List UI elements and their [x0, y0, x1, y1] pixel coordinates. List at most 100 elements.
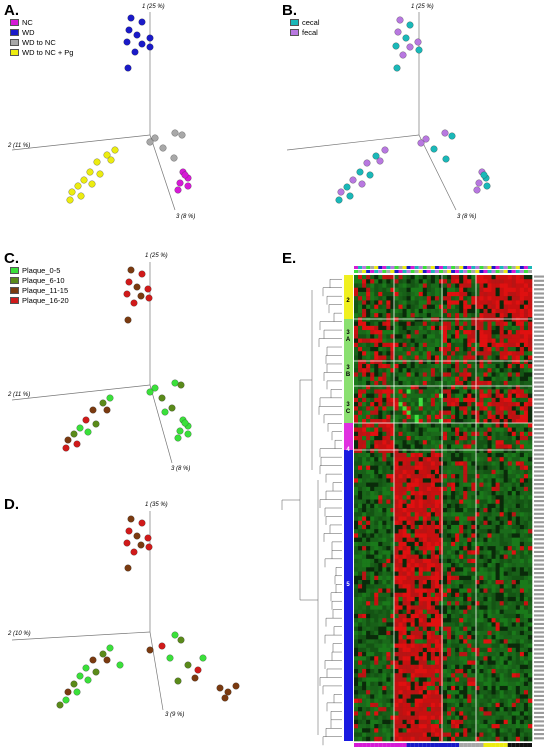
- heatmap-cell: [483, 601, 488, 606]
- heatmap-cell: [422, 584, 428, 589]
- heatmap-cell: [451, 397, 456, 403]
- heatmap-cell: [511, 321, 517, 327]
- heatmap-cell: [515, 355, 521, 361]
- heatmap-cell: [467, 605, 472, 610]
- heatmap-cell: [354, 385, 359, 390]
- heatmap-cell: [358, 643, 363, 649]
- heatmap-cell: [362, 296, 367, 301]
- heatmap-cell: [358, 660, 363, 666]
- heatmap-cell: [378, 325, 383, 331]
- heatmap-cell: [515, 465, 521, 471]
- heatmap-cell: [354, 546, 359, 551]
- heatmap-cell: [447, 478, 452, 483]
- heatmap-cell: [386, 508, 391, 513]
- heatmap-cell: [483, 575, 488, 581]
- heatmap-cell: [507, 279, 513, 284]
- heatmap-cell: [406, 334, 411, 339]
- heatmap-cell: [398, 588, 403, 594]
- heatmap-cell: [386, 402, 391, 407]
- heatmap-cell: [378, 423, 383, 428]
- heatmap-cell: [475, 664, 480, 670]
- heatmap-cell: [467, 368, 472, 373]
- heatmap-cell: [418, 393, 424, 399]
- heatmap-cell: [527, 668, 533, 674]
- scatter-point: [123, 38, 131, 46]
- heatmap-cell: [390, 702, 395, 708]
- heatmap-cell: [523, 380, 529, 386]
- heatmap-cell: [398, 503, 403, 509]
- heatmap-cell: [451, 313, 456, 318]
- heatmap-cell: [519, 508, 525, 513]
- heatmap-cell: [475, 423, 480, 428]
- heatmap-cell: [354, 533, 359, 538]
- heatmap-cell: [507, 461, 513, 466]
- heatmap-cell: [487, 461, 492, 466]
- legend-item: Plaque_6-10: [10, 275, 69, 285]
- heatmap-cell: [475, 605, 480, 610]
- heatmap-cell: [390, 516, 395, 522]
- heatmap-cell: [394, 639, 399, 644]
- heatmap-cell: [374, 363, 379, 369]
- heatmap-cell: [475, 541, 480, 547]
- heatmap-cell: [515, 622, 521, 627]
- heatmap-cell: [471, 660, 476, 666]
- heatmap-cell: [511, 558, 517, 564]
- heatmap-cell: [406, 681, 411, 687]
- heatmap-cell: [471, 469, 476, 475]
- scatter-point: [138, 18, 146, 26]
- heatmap-cell: [370, 410, 375, 416]
- heatmap-cell: [519, 317, 525, 322]
- heatmap-cell: [402, 363, 407, 369]
- heatmap-cell: [451, 707, 456, 712]
- heatmap-cell: [495, 355, 500, 361]
- heatmap-cell: [523, 558, 529, 564]
- heatmap-cell: [471, 317, 476, 322]
- heatmap-cell: [471, 541, 476, 547]
- heatmap-cell: [354, 359, 359, 365]
- heatmap-cell: [459, 444, 464, 449]
- heatmap-cell: [394, 690, 399, 695]
- heatmap-cell: [499, 397, 504, 403]
- scatter-point: [70, 430, 78, 438]
- heatmap-cell: [479, 533, 484, 538]
- heatmap-cell: [515, 330, 521, 335]
- heatmap-cell: [362, 584, 367, 589]
- heatmap-cell: [451, 275, 456, 280]
- heatmap-cell: [443, 279, 448, 284]
- heatmap-cell: [390, 338, 395, 344]
- heatmap-cell: [451, 546, 456, 551]
- heatmap-cell: [515, 618, 521, 623]
- heatmap-cell: [463, 275, 468, 280]
- heatmap-cell: [430, 427, 436, 433]
- heatmap-cell: [495, 304, 500, 310]
- heatmap-cell: [483, 719, 488, 725]
- heatmap-cell: [370, 435, 375, 441]
- heatmap-cell: [503, 541, 509, 547]
- heatmap-cell: [523, 580, 529, 585]
- heatmap-cell: [451, 512, 456, 517]
- heatmap-cell: [487, 652, 492, 657]
- heatmap-cell: [394, 338, 399, 344]
- heatmap-cell: [398, 372, 403, 377]
- heatmap-cell: [515, 702, 521, 708]
- axis1-label-a: 1 (25 %): [142, 4, 165, 10]
- heatmap-cell: [503, 482, 509, 488]
- heatmap-cell: [362, 618, 367, 623]
- heatmap-cell: [503, 491, 509, 496]
- heatmap-cell: [362, 558, 367, 564]
- heatmap-cell: [511, 444, 517, 449]
- heatmap-cell: [422, 618, 428, 623]
- heatmap-cell: [503, 355, 509, 361]
- heatmap-cell: [447, 677, 452, 682]
- heatmap-cell: [487, 330, 492, 335]
- heatmap-cell: [483, 512, 488, 517]
- heatmap-cell: [471, 342, 476, 348]
- heatmap-cell: [418, 702, 424, 708]
- heatmap-cell: [386, 499, 391, 505]
- heatmap-cell: [362, 393, 367, 399]
- heatmap-cell: [398, 300, 403, 305]
- heatmap-cell: [362, 308, 367, 314]
- heatmap-cell: [434, 656, 440, 661]
- heatmap-cell: [463, 351, 468, 356]
- heatmap-cell: [374, 495, 379, 500]
